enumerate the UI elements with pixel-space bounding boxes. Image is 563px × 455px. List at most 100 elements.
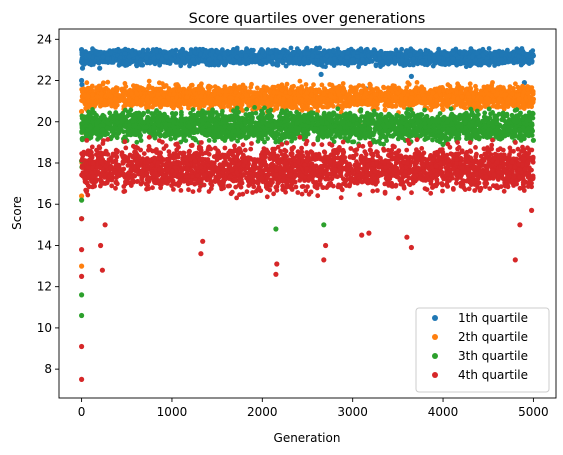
data-point [273,104,279,110]
data-point [292,50,297,55]
data-point [122,51,128,56]
data-point [331,49,337,54]
data-point [343,59,349,64]
data-point [182,60,188,66]
data-point [139,53,145,58]
data-point [182,51,187,57]
data-point [332,56,337,62]
data-point [187,63,192,69]
data-point [291,83,296,89]
data-point [431,54,437,60]
data-point [126,102,131,107]
data-point [327,57,333,62]
data-point [146,78,152,84]
data-point [215,49,221,54]
data-point [161,49,167,54]
data-point [485,59,491,65]
data-point [208,84,214,90]
data-point [460,50,466,56]
data-point [340,81,346,86]
data-point [274,48,280,53]
data-point [369,51,375,56]
data-point [339,52,345,58]
data-point [105,56,110,61]
data-point [303,82,309,87]
data-point [124,61,130,67]
data-point [89,83,95,89]
data-point [450,50,456,56]
data-point [232,83,237,88]
data-point [499,57,505,62]
data-point [105,79,111,85]
data-point [86,53,92,58]
data-point [438,96,444,102]
data-point [387,50,393,56]
data-point [116,58,122,64]
data-point [253,57,258,63]
data-point [296,48,302,54]
data-point [291,90,297,96]
data-point [428,107,434,113]
data-point [79,59,85,65]
data-point [408,73,414,79]
data-point [159,56,165,62]
data-point [304,59,311,65]
data-point [318,71,324,77]
data-point [173,82,179,88]
data-point [96,60,102,66]
data-point [140,98,146,103]
data-point [444,53,450,58]
data-point [411,56,416,62]
data-point [171,105,176,111]
data-point [364,100,369,106]
data-point [486,46,492,51]
data-point [315,54,321,59]
data-point [198,94,204,99]
series-1-points [79,45,537,92]
data-point [497,84,503,90]
data-point [496,61,501,67]
data-point [297,78,303,84]
data-point [217,89,223,94]
data-point [228,59,234,65]
data-point [175,57,181,63]
data-point [440,61,446,67]
data-point [170,50,176,56]
data-point [373,63,379,69]
data-point [404,85,410,91]
data-point [368,82,373,88]
data-point [309,92,314,98]
data-point [151,55,157,61]
data-point [188,50,193,56]
data-point [377,51,382,57]
data-point [396,85,401,91]
data-point [344,55,350,60]
data-point [108,50,114,56]
data-point [446,61,452,67]
data-point [317,100,323,105]
data-point [354,54,360,59]
data-point [403,96,408,102]
data-point [471,101,477,107]
data-point [297,56,302,62]
data-point [90,99,96,104]
data-point [257,54,263,60]
data-point [468,62,474,68]
data-point [524,51,529,57]
data-point [378,64,383,69]
data-point [338,60,343,66]
data-point [97,65,103,71]
data-point [359,53,365,58]
data-point [184,95,190,100]
data-point [110,87,116,93]
data-point [530,48,536,53]
data-point [273,98,279,103]
data-point [458,102,464,108]
data-point [434,98,439,104]
data-point [467,81,473,87]
data-point [445,82,451,88]
data-point [234,54,240,60]
data-point [491,103,496,109]
data-point [354,85,360,90]
data-point [240,60,246,65]
